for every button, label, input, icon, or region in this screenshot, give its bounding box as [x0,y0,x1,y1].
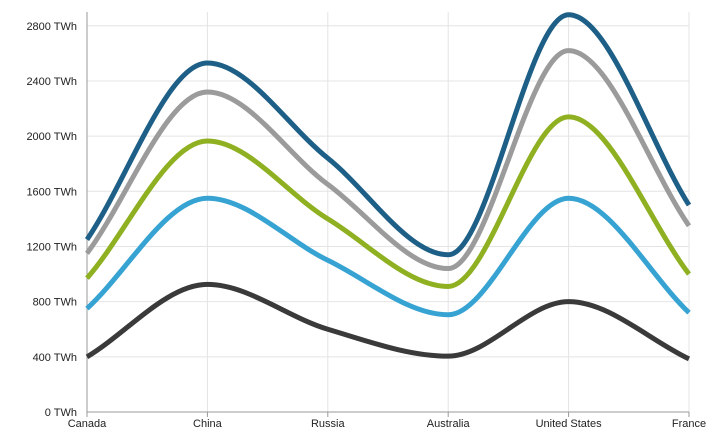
y-tick-label: 2400 TWh [26,76,77,88]
gridlines [87,12,690,412]
y-tick-label: 2000 TWh [26,131,77,143]
x-tick-label: China [193,418,223,430]
y-tick-label: 800 TWh [33,297,77,309]
series-line-5 [85,281,691,362]
tick-labels: 0 TWh 400 TWh 800 TWh 1200 TWh 1600 TWh 2000 … [26,21,706,430]
y-tick-label: 0 TWh [45,407,77,419]
series-line-2 [84,48,692,272]
y-tick-label: 1200 TWh [26,241,77,253]
series-lines [84,12,692,362]
y-tick-label: 400 TWh [33,352,77,364]
y-tick-label: 1600 TWh [26,186,77,198]
y-tick-label: 2800 TWh [26,21,77,33]
series-line-1 [84,12,692,258]
axes [86,12,690,417]
x-tick-label: Australia [427,418,471,430]
x-tick-label: United States [536,418,603,430]
x-tick-label: Canada [68,418,107,430]
x-tick-label: France [672,418,706,430]
series-line-4 [85,195,691,318]
x-tick-label: Russia [311,418,346,430]
series-line-3 [85,114,691,289]
